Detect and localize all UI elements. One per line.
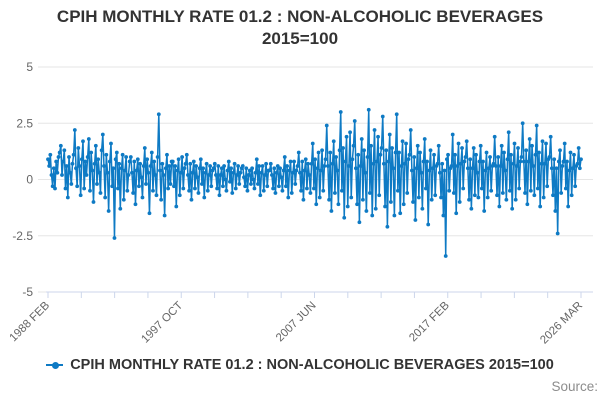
legend-label: CPIH MONTHLY RATE 01.2 : NON-ALCOHOLIC B… [70, 357, 554, 373]
chart-title-line1: CPIH MONTHLY RATE 01.2 : NON-ALCOHOLIC B… [56, 7, 544, 26]
svg-text:5: 5 [26, 60, 33, 74]
x-axis [46, 291, 593, 298]
series-line[interactable] [46, 107, 583, 258]
svg-text:2.5: 2.5 [16, 116, 33, 130]
chart-title: CPIH MONTHLY RATE 01.2 : NON-ALCOHOLIC B… [0, 6, 600, 50]
legend-line-marker-icon [46, 361, 64, 369]
y-axis-labels: 5 2.5 0 -2.5 -5 [12, 60, 33, 299]
svg-text:2026 MAR: 2026 MAR [538, 300, 585, 347]
svg-text:1988 FEB: 1988 FEB [7, 299, 52, 344]
source-label: Source: [551, 379, 598, 394]
svg-text:0: 0 [26, 173, 33, 187]
x-axis-labels: 1988 FEB 1997 OCT 2007 JUN 2017 FEB 2026 MAR [7, 299, 585, 346]
svg-text:-2.5: -2.5 [12, 229, 33, 243]
svg-text:-5: -5 [22, 285, 33, 299]
legend-item[interactable]: CPIH MONTHLY RATE 01.2 : NON-ALCOHOLIC B… [0, 357, 600, 373]
svg-text:1997 OCT: 1997 OCT [139, 300, 185, 346]
svg-text:2007 JUN: 2007 JUN [274, 300, 319, 345]
chart-title-line2: 2015=100 [261, 29, 339, 48]
svg-text:2017 FEB: 2017 FEB [407, 299, 452, 344]
